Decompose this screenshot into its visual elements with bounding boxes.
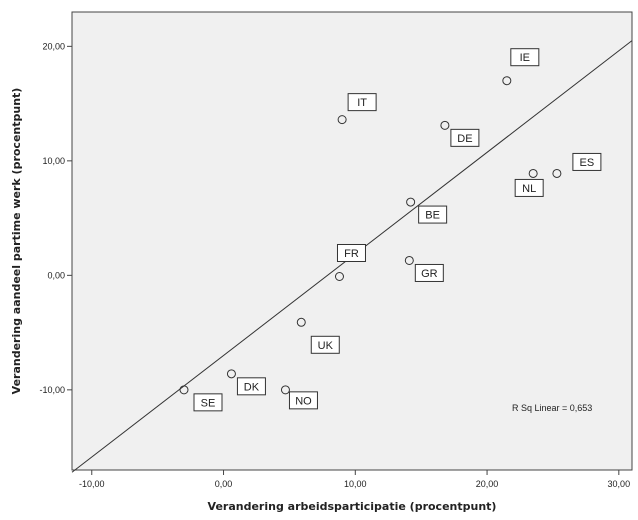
point-label-gr: GR [421,268,438,280]
data-point-es [552,168,562,178]
point-label-dk: DK [244,381,260,393]
y-tick-label: -10,00 [39,385,65,395]
x-tick-label: -10,00 [79,479,105,489]
data-point-nl [528,168,538,178]
data-point-it [337,115,347,125]
point-label-box [288,391,318,410]
point-label-box [510,48,540,67]
point-label-se: SE [201,397,216,409]
point-label-it: IT [357,97,367,109]
point-label-es: ES [580,157,595,169]
point-label-box [414,263,444,282]
x-axis-ticks: -10,00 0,00 10,00 20,00 30,00 [79,470,630,489]
data-point-uk [296,317,306,327]
x-tick-label: 30,00 [608,479,631,489]
data-point-no [280,385,290,395]
point-label-de: DE [457,133,472,145]
data-point-dk [226,369,236,379]
data-point-ie [502,76,512,86]
point-label-box [236,377,266,396]
plot-area [71,11,633,471]
data-point-gr [404,255,414,265]
point-label-uk: UK [318,340,334,352]
point-label-box [418,205,448,224]
data-point-de [440,120,450,130]
x-axis-title: Verandering arbeidsparticipatie (procent… [208,500,497,513]
data-point-be [406,197,416,207]
point-label-ie: IE [520,52,530,64]
y-tick-label: 20,00 [42,41,65,51]
point-label-box [347,93,377,112]
x-tick-label: 0,00 [215,479,233,489]
x-tick-label: 10,00 [344,479,367,489]
point-label-box [336,243,366,262]
y-tick-label: 0,00 [47,270,65,280]
point-label-no: NO [295,395,312,407]
data-points: IE IT DE ES NL BE FR GR UK DK SE NO [179,48,602,412]
data-point-fr [334,271,344,281]
point-label-box [193,393,223,412]
y-axis-ticks: -10,00 0,00 10,00 20,00 [39,41,72,395]
r-squared-annotation: R Sq Linear = 0,653 [512,403,592,413]
y-tick-label: 10,00 [42,156,65,166]
point-label-box [572,152,602,171]
x-tick-label: 20,00 [476,479,499,489]
y-axis-title: Verandering aandeel partime werk (procen… [10,88,23,395]
point-label-fr: FR [344,248,359,260]
point-label-nl: NL [522,183,536,195]
point-label-box [450,128,480,147]
point-label-box [310,335,340,354]
point-label-be: BE [425,210,440,222]
point-label-box [514,178,544,197]
data-point-se [179,385,189,395]
